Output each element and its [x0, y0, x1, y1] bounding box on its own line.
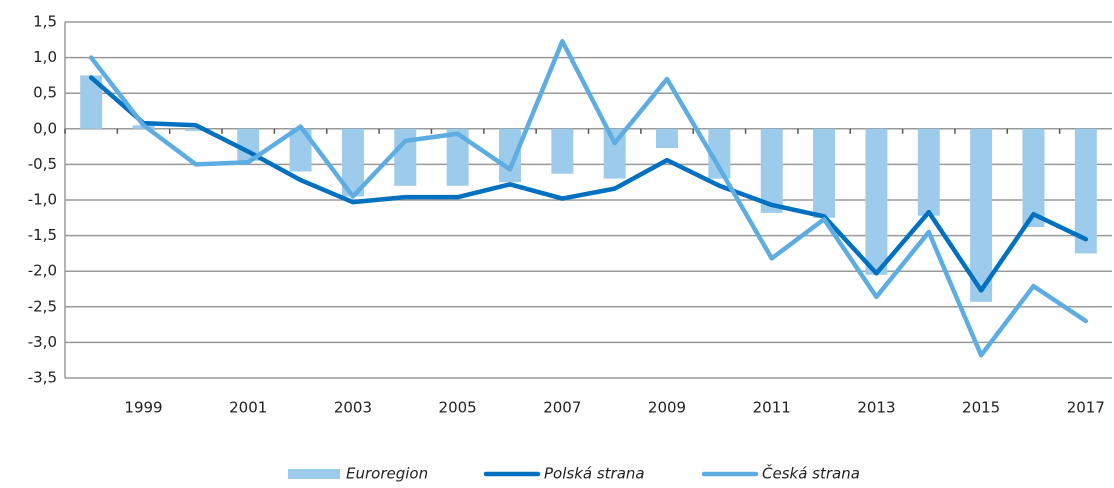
- bar: [184, 128, 207, 131]
- y-tick-label: 1,5: [33, 13, 57, 31]
- bar: [760, 128, 783, 213]
- legend-label: Polská strana: [544, 465, 645, 483]
- bar: [1074, 128, 1097, 254]
- y-tick-label: 0,5: [33, 84, 57, 102]
- bar: [446, 128, 469, 186]
- x-tick-label: 2009: [648, 399, 686, 417]
- legend-swatch: [288, 469, 340, 479]
- x-tick-label: 2001: [229, 399, 267, 417]
- y-tick-label: 1,0: [33, 48, 57, 66]
- x-tick-label: 2007: [543, 399, 581, 417]
- x-tick-label: 2003: [334, 399, 372, 417]
- bar: [603, 128, 626, 179]
- y-tick-label: -0,5: [28, 155, 57, 173]
- bar: [498, 128, 521, 183]
- x-tick-label: 1999: [124, 399, 162, 417]
- y-tick-label: -1,0: [28, 191, 57, 209]
- x-tick-label: 2017: [1067, 399, 1105, 417]
- y-tick-label: -3,5: [28, 369, 57, 387]
- line-series: [88, 38, 1089, 358]
- legend-label: Euroregion: [346, 465, 428, 483]
- bar: [341, 128, 364, 197]
- bar: [865, 128, 888, 275]
- bar: [289, 128, 312, 172]
- y-tick-label: 0,0: [33, 119, 57, 137]
- bar: [813, 128, 836, 218]
- x-tick-label: 2011: [753, 399, 791, 417]
- y-tick-label: -1,5: [28, 226, 57, 244]
- bar: [551, 128, 574, 174]
- bar: [1022, 128, 1045, 228]
- x-tick-label: 2015: [962, 399, 1000, 417]
- legend-label: Česká strana: [762, 464, 860, 483]
- bar: [656, 128, 679, 149]
- bar: [394, 128, 417, 186]
- y-tick-label: -2,0: [28, 262, 57, 280]
- x-tick-label: 2013: [857, 399, 895, 417]
- bar: [970, 128, 993, 302]
- y-tick-label: -2,5: [28, 297, 57, 315]
- y-tick-label: -3,0: [28, 333, 57, 351]
- x-tick-label: 2005: [439, 399, 477, 417]
- bar: [80, 75, 103, 129]
- bar: [708, 128, 731, 179]
- bar: [917, 128, 940, 216]
